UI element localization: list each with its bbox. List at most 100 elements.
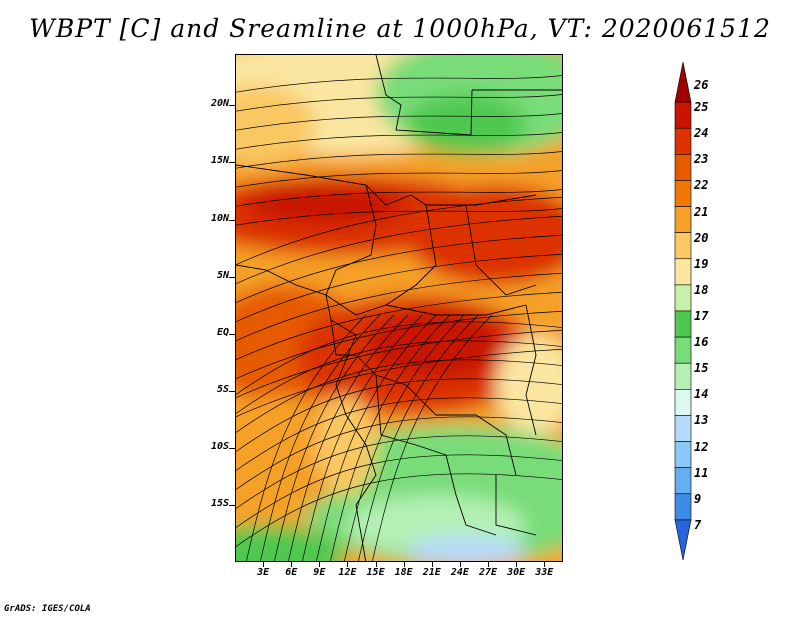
lat-tick bbox=[229, 219, 235, 221]
lon-label-9e: 9E bbox=[313, 567, 326, 578]
streamline bbox=[236, 189, 562, 207]
colorbar-swatch bbox=[674, 467, 692, 495]
streamline bbox=[236, 113, 562, 131]
lat-label-eq: EQ bbox=[216, 326, 229, 338]
streamline bbox=[316, 314, 437, 561]
colorbar-swatch bbox=[674, 519, 692, 560]
lon-tick bbox=[319, 562, 321, 567]
lon-tick bbox=[544, 562, 546, 567]
streamline bbox=[236, 340, 562, 414]
lon-tick bbox=[347, 562, 349, 567]
colorbar-label: 16 bbox=[694, 335, 709, 350]
streamline bbox=[236, 473, 562, 547]
lat-tick bbox=[229, 333, 235, 335]
streamline bbox=[260, 314, 381, 561]
colorbar-label: 26 bbox=[694, 78, 709, 92]
country-borders bbox=[236, 55, 562, 561]
lon-tick bbox=[403, 562, 405, 567]
streamline bbox=[236, 94, 562, 112]
streamline bbox=[236, 75, 562, 93]
streamline bbox=[236, 359, 562, 433]
lon-label-27e: 27E bbox=[478, 567, 498, 578]
lon-tick bbox=[291, 562, 293, 567]
streamline bbox=[236, 234, 562, 304]
streamline bbox=[236, 132, 562, 150]
colorbar-swatch bbox=[674, 493, 692, 521]
streamline bbox=[236, 416, 562, 490]
lat-tick bbox=[229, 105, 235, 107]
colorbar-label: 11 bbox=[694, 465, 709, 480]
streamline bbox=[302, 314, 423, 561]
lon-tick bbox=[431, 562, 433, 567]
lat-tick bbox=[229, 162, 235, 164]
lon-label-18e: 18E bbox=[394, 567, 413, 578]
lat-label-15n: 15N bbox=[210, 155, 229, 167]
colorbar-label: 7 bbox=[694, 517, 702, 532]
streamline bbox=[236, 253, 562, 323]
lon-tick bbox=[459, 562, 461, 567]
wbpt-shading bbox=[236, 55, 562, 561]
colorbar-swatch bbox=[674, 389, 692, 416]
lat-tick bbox=[229, 504, 235, 506]
colorbar-swatch bbox=[674, 284, 692, 312]
lon-label-21e: 21E bbox=[422, 567, 441, 578]
lon-label-24e: 24E bbox=[450, 567, 469, 578]
streamline bbox=[330, 314, 451, 561]
streamline bbox=[344, 314, 465, 561]
streamline bbox=[246, 314, 367, 561]
lat-label-10n: 10N bbox=[210, 212, 229, 224]
streamline bbox=[358, 314, 479, 561]
streamline bbox=[236, 151, 562, 169]
lat-label-10s: 10S bbox=[210, 440, 229, 452]
colorbar-swatch bbox=[674, 362, 692, 390]
colorbar-label: 13 bbox=[694, 413, 709, 428]
colorbar-swatch bbox=[674, 441, 692, 468]
streamline bbox=[236, 272, 562, 342]
colorbar-swatch bbox=[674, 180, 692, 207]
colorbar-label: 9 bbox=[694, 491, 702, 506]
lon-label-12e: 12E bbox=[338, 567, 357, 578]
lon-label-30e: 30E bbox=[507, 567, 526, 578]
lat-tick bbox=[229, 447, 235, 449]
streamline bbox=[236, 170, 562, 188]
streamline bbox=[236, 397, 562, 471]
colorbar-label: 23 bbox=[694, 152, 709, 167]
lon-tick bbox=[375, 562, 377, 567]
colorbar-label: 18 bbox=[694, 282, 709, 297]
lat-label-15s: 15S bbox=[210, 497, 229, 509]
streamline bbox=[236, 310, 562, 380]
lat-label-5n: 5N bbox=[216, 269, 229, 281]
colorbar-label: 19 bbox=[694, 256, 709, 271]
lat-tick bbox=[229, 390, 235, 392]
streamline bbox=[288, 314, 409, 561]
lon-tick bbox=[516, 562, 518, 567]
lon-tick bbox=[488, 562, 490, 567]
colorbar-swatch bbox=[674, 206, 692, 233]
lon-label-33e: 33E bbox=[535, 567, 554, 578]
lat-tick bbox=[229, 276, 235, 278]
colorbar-label: 25 bbox=[694, 100, 709, 115]
colorbar-label: 17 bbox=[694, 309, 709, 323]
wbpt-streamline-map bbox=[236, 55, 562, 561]
colorbar-label: 21 bbox=[694, 204, 709, 219]
lon-label-3e: 3E bbox=[257, 567, 270, 578]
streamline bbox=[236, 215, 562, 285]
colorbar-label: 15 bbox=[694, 361, 709, 376]
map-title: WBPT [C] and Sreamline at 1000hPa, VT: 2… bbox=[29, 14, 771, 43]
streamline bbox=[236, 291, 562, 361]
streamline bbox=[236, 454, 562, 528]
colorbar-label: 24 bbox=[694, 126, 709, 141]
colorbar-swatch bbox=[674, 310, 692, 338]
lon-tick bbox=[263, 562, 265, 567]
streamline bbox=[236, 348, 562, 418]
streamline bbox=[372, 314, 493, 561]
colorbar-label: 20 bbox=[694, 230, 709, 245]
colorbar bbox=[674, 62, 692, 560]
lat-label-20n: 20N bbox=[210, 98, 229, 110]
colorbar-swatch bbox=[674, 62, 692, 103]
lat-label-5s: 5S bbox=[216, 383, 229, 395]
colorbar-swatch bbox=[674, 336, 692, 364]
colorbar-swatch bbox=[674, 415, 692, 442]
colorbar-swatch bbox=[674, 154, 692, 181]
colorbar-label: 14 bbox=[694, 387, 709, 402]
